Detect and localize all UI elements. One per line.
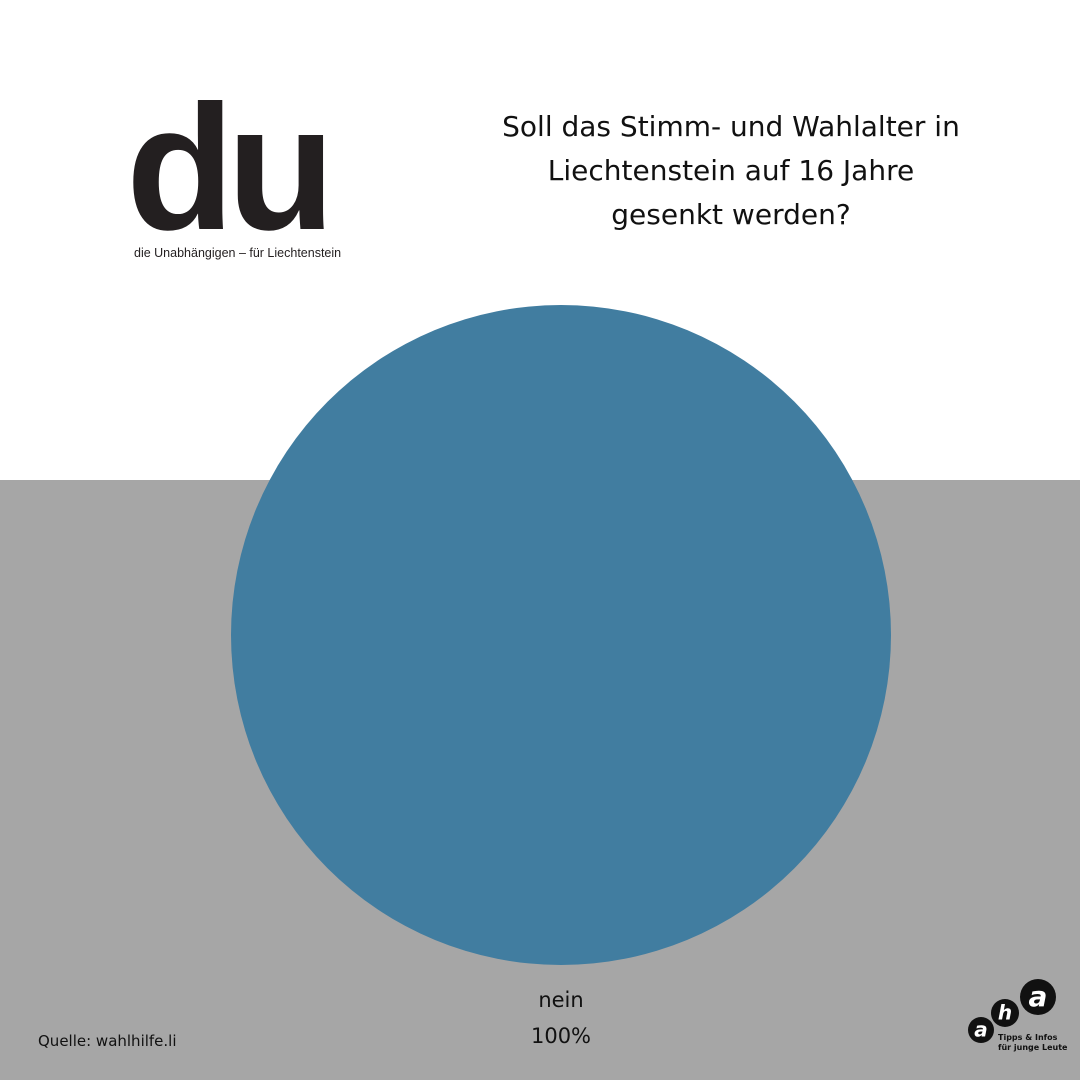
badge-letter: a — [974, 1018, 988, 1042]
slice-label: nein — [538, 988, 583, 1012]
pie-slice — [231, 305, 891, 965]
slice-value-label: 100% — [531, 1024, 591, 1048]
logo-mark: du — [126, 68, 335, 267]
badge-circle — [1020, 979, 1056, 1015]
badge-circle — [968, 1017, 994, 1043]
badge-circle — [991, 999, 1019, 1027]
badge: a h a — [968, 979, 1056, 1043]
badge-tagline: Tipps & Infos für junge Leute — [998, 1033, 1068, 1052]
logo-tagline: die Unabhängigen – für Liechtenstein — [134, 246, 342, 260]
badge-letter: h — [998, 1001, 1012, 1025]
chart-title: Soll das Stimm- und Wahlalter in Liechte… — [502, 110, 960, 231]
badge-letter: a — [1029, 980, 1048, 1013]
source-note: Quelle: wahlhilfe.li — [38, 1032, 177, 1050]
